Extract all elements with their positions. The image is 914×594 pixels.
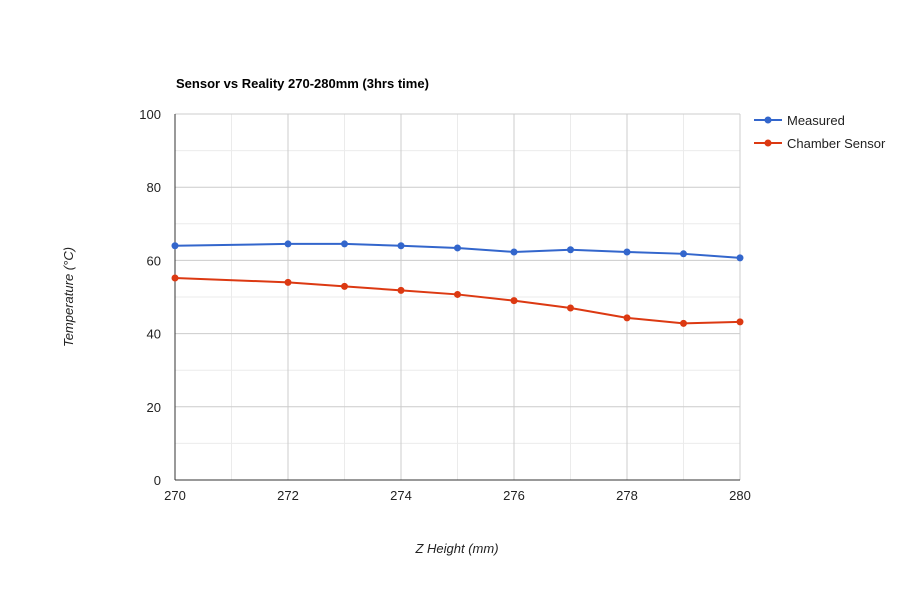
x-axis-title: Z Height (mm) bbox=[414, 541, 498, 556]
data-point-1 bbox=[680, 319, 687, 327]
y-tick-label: 0 bbox=[154, 473, 161, 488]
legend-marker bbox=[764, 139, 772, 147]
data-point-0 bbox=[510, 248, 518, 256]
data-point-1 bbox=[171, 274, 179, 282]
data-point-0 bbox=[736, 254, 744, 262]
data-point-1 bbox=[567, 304, 574, 312]
y-tick-label: 60 bbox=[147, 253, 161, 268]
x-tick-labels: 270 272 274 276 278 280 bbox=[164, 488, 751, 503]
data-point-0 bbox=[341, 240, 348, 248]
y-axis-title: Temperature (°C) bbox=[61, 247, 76, 347]
y-tick-labels: 0 20 40 60 80 100 bbox=[139, 107, 161, 488]
data-point-0 bbox=[171, 242, 179, 250]
x-tick-label: 274 bbox=[390, 488, 412, 503]
data-point-0 bbox=[397, 242, 405, 250]
legend-label: Measured bbox=[787, 113, 845, 128]
data-point-1 bbox=[341, 282, 348, 290]
x-tick-label: 278 bbox=[616, 488, 638, 503]
data-point-1 bbox=[736, 318, 744, 326]
y-tick-label: 20 bbox=[147, 400, 161, 415]
series-line-1 bbox=[174, 276, 741, 325]
x-tick-label: 276 bbox=[503, 488, 525, 503]
grid-lines bbox=[175, 113, 741, 480]
legend: Measured Chamber Sensor bbox=[754, 113, 886, 151]
y-tick-label: 80 bbox=[147, 180, 161, 195]
data-point-1 bbox=[454, 290, 461, 298]
data-point-0 bbox=[623, 248, 631, 256]
series-group bbox=[171, 240, 744, 327]
x-tick-label: 280 bbox=[729, 488, 751, 503]
x-tick-label: 272 bbox=[277, 488, 299, 503]
data-point-0 bbox=[567, 246, 574, 254]
x-tick-label: 270 bbox=[164, 488, 186, 503]
chart-title: Sensor vs Reality 270-280mm (3hrs time) bbox=[176, 76, 429, 91]
legend-label: Chamber Sensor bbox=[787, 136, 886, 151]
legend-marker bbox=[764, 116, 772, 124]
data-point-1 bbox=[623, 314, 631, 322]
data-point-1 bbox=[510, 297, 518, 305]
data-point-1 bbox=[397, 286, 405, 294]
data-point-1 bbox=[284, 278, 292, 286]
axes bbox=[174, 114, 740, 481]
y-tick-label: 100 bbox=[139, 107, 161, 122]
data-point-0 bbox=[284, 240, 292, 248]
y-tick-label: 40 bbox=[147, 327, 161, 342]
series-line-0 bbox=[174, 242, 741, 259]
data-point-0 bbox=[454, 244, 461, 252]
data-point-0 bbox=[680, 250, 687, 258]
